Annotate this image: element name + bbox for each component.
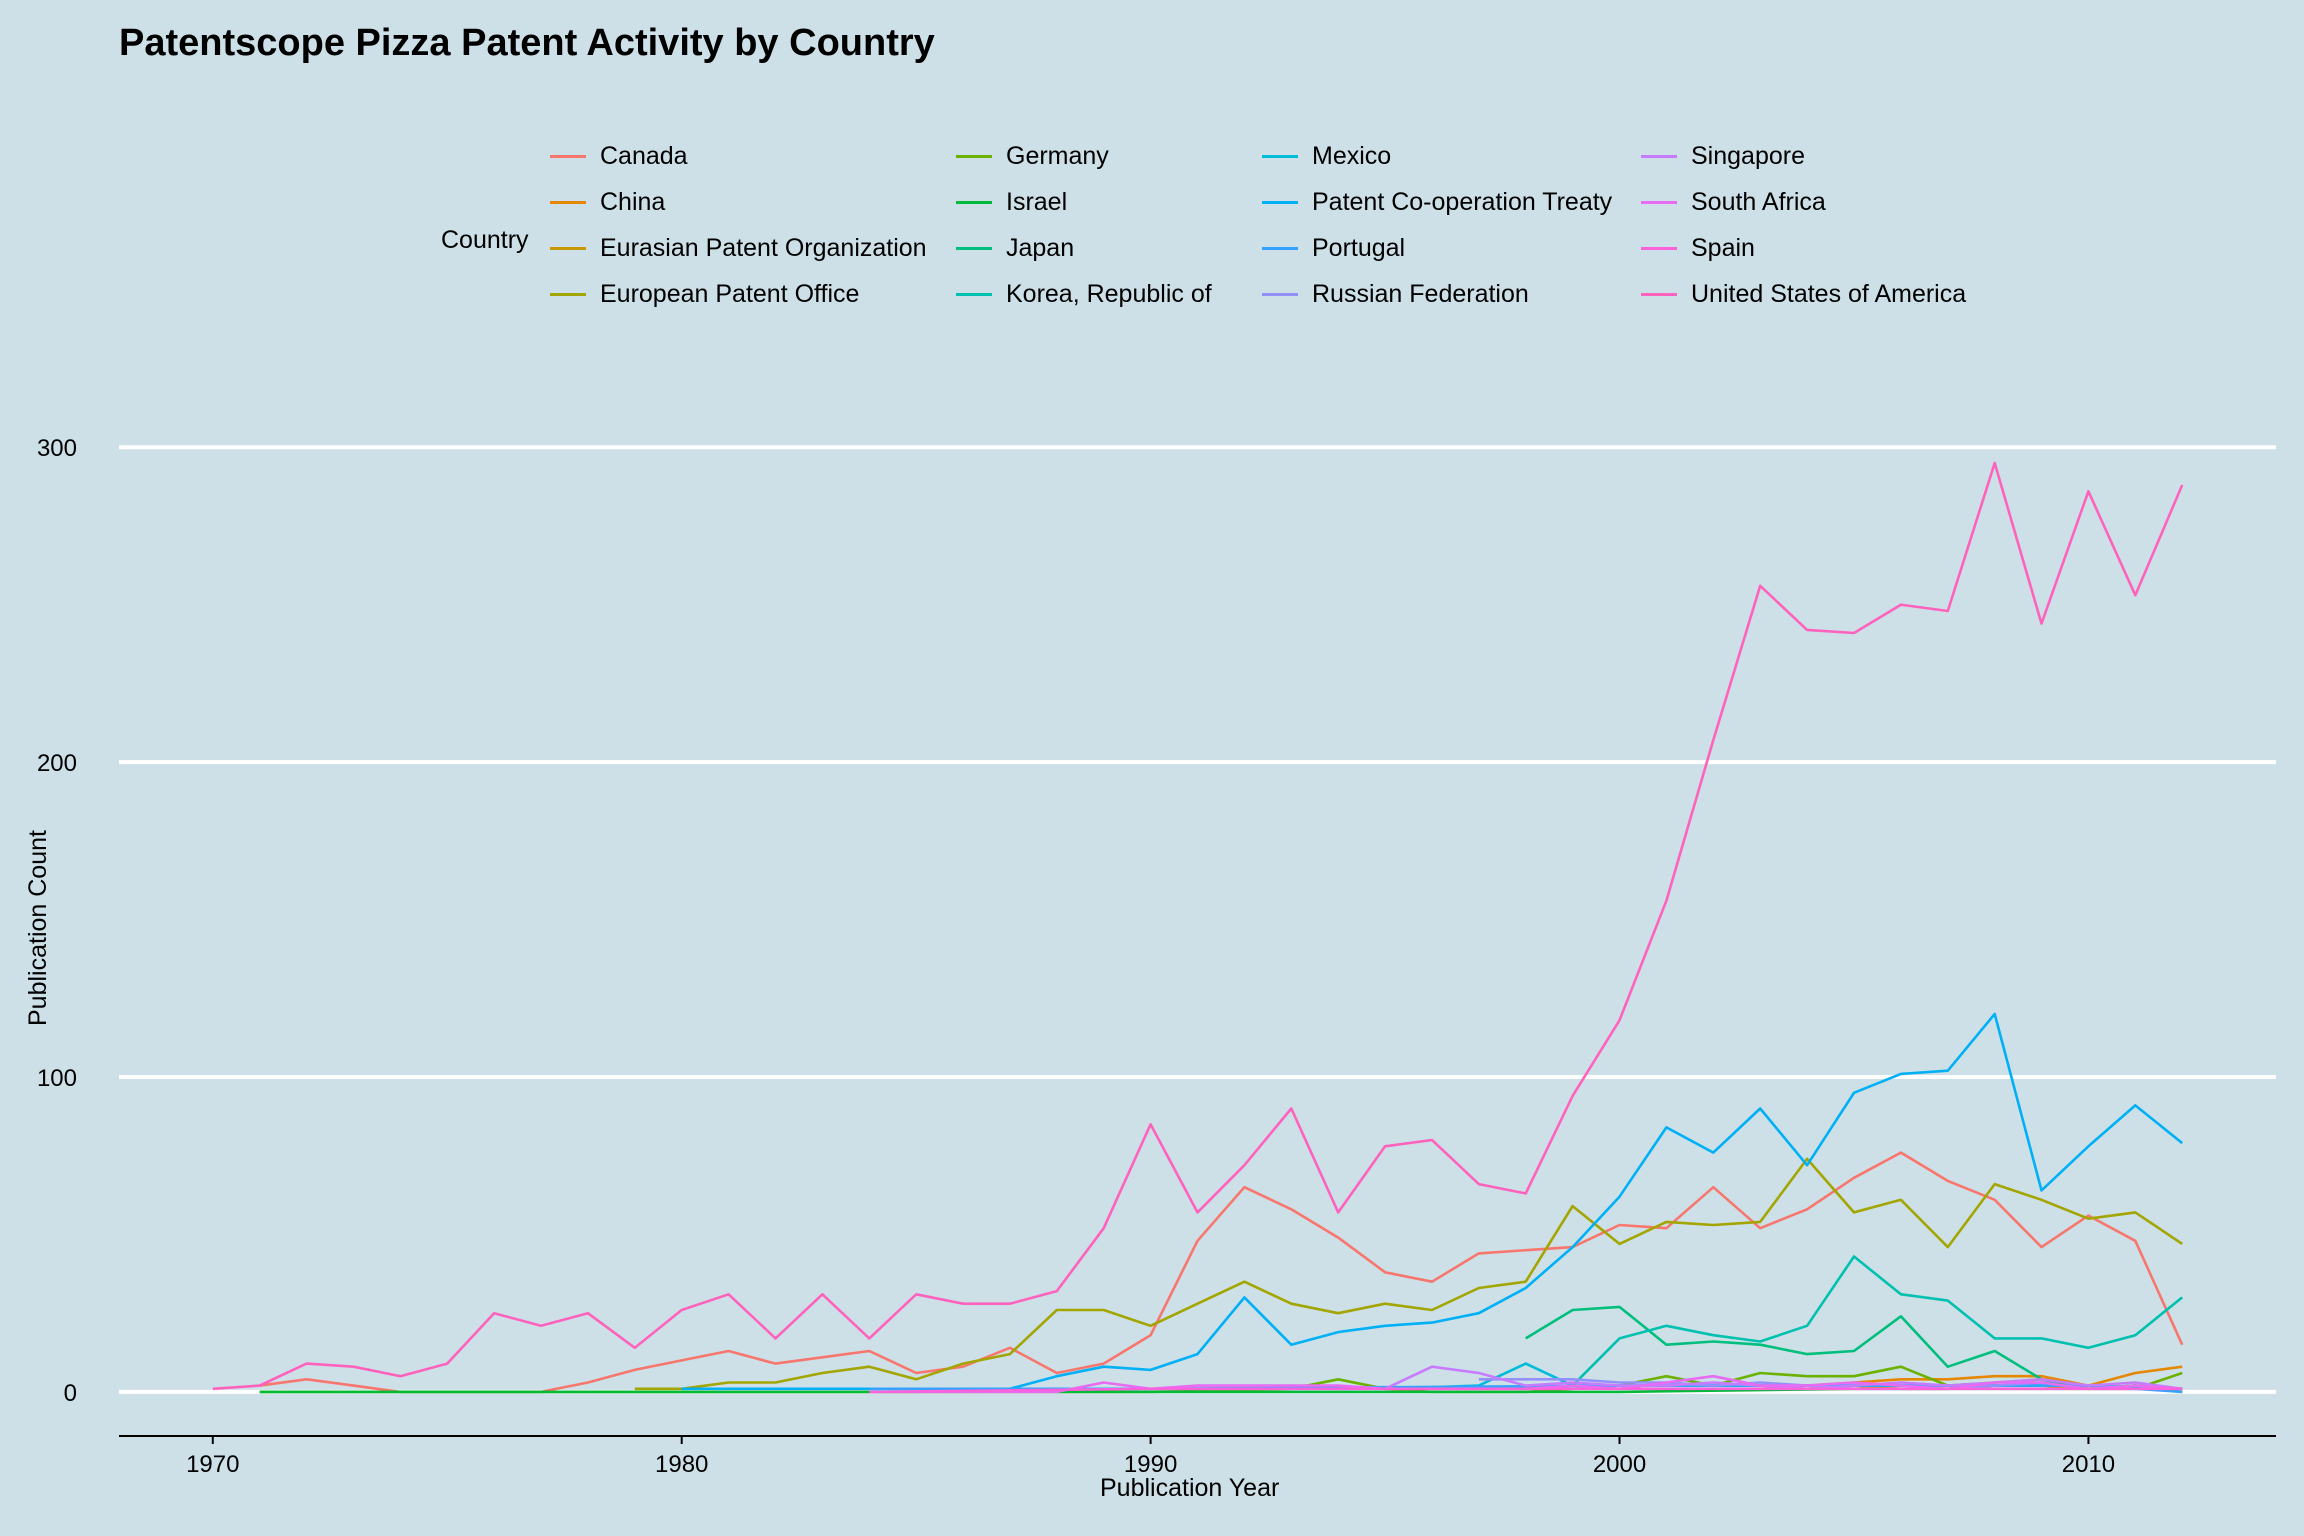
legend-label: Singapore [1691, 141, 1805, 170]
legend-swatch [956, 200, 992, 204]
x-axis: 1970 1980 1990 2000 2010 [119, 1435, 2276, 1478]
legend-label: Israel [1006, 187, 1068, 216]
series-line-singapore [1384, 1365, 2183, 1391]
legend-label: Germany [1006, 141, 1109, 170]
y-tick-label: 100 [37, 1065, 77, 1092]
legend-swatch [1641, 246, 1677, 250]
legend-swatch [956, 154, 992, 158]
series-line-european-patent-office [634, 1157, 2183, 1391]
legend-swatch [1262, 154, 1298, 158]
x-tick-label: 2010 [2062, 1451, 2115, 1478]
series-line-south-africa [869, 1374, 2183, 1394]
legend-swatch [956, 292, 992, 296]
legend-item: Singapore [1641, 141, 1805, 171]
legend-item: Japan [956, 233, 1074, 263]
grid-lines: 0 100 200 300 [37, 435, 2276, 1407]
series-line-patent-co-operation-treaty [681, 1012, 2184, 1391]
legend-item: Canada [550, 141, 688, 171]
legend-swatch [1262, 200, 1298, 204]
chart-title: Patentscope Pizza Patent Activity by Cou… [119, 22, 935, 64]
y-tick-label: 300 [37, 435, 77, 462]
series-line-canada [259, 1151, 2184, 1394]
legend-swatch [550, 200, 586, 204]
legend-label: Eurasian Patent Organization [600, 233, 927, 262]
legend-item: Mexico [1262, 141, 1391, 171]
legend-swatch [1641, 200, 1677, 204]
legend-swatch [550, 246, 586, 250]
legend-label: China [600, 187, 666, 216]
legend-swatch [1641, 154, 1677, 158]
legend-item: European Patent Office [550, 279, 859, 309]
legend-swatch [550, 154, 586, 158]
legend-label: Patent Co-operation Treaty [1312, 187, 1613, 216]
legend-item: Korea, Republic of [956, 279, 1212, 309]
legend-label: South Africa [1691, 187, 1826, 216]
x-tick-label: 1990 [1124, 1451, 1177, 1478]
legend-item: United States of America [1641, 279, 1966, 309]
legend-label: United States of America [1691, 279, 1967, 308]
legend-label: Japan [1006, 233, 1075, 262]
legend-item: Patent Co-operation Treaty [1262, 187, 1612, 217]
legend-label: Mexico [1312, 141, 1392, 170]
legend-swatch [1641, 292, 1677, 296]
legend-item: Spain [1641, 233, 1755, 263]
legend-title: Country [441, 226, 529, 254]
legend-item: Eurasian Patent Organization [550, 233, 927, 263]
legend-swatch [1262, 246, 1298, 250]
y-tick-label: 0 [64, 1380, 77, 1407]
legend-item: Israel [956, 187, 1067, 217]
legend-item: Russian Federation [1262, 279, 1529, 309]
legend-label: Spain [1691, 233, 1755, 262]
series-line-korea-republic-of [1525, 1255, 2184, 1391]
legend-label: European Patent Office [600, 279, 860, 308]
legend-swatch [550, 292, 586, 296]
x-tick-label: 2000 [1593, 1451, 1646, 1478]
series-lines [212, 461, 2184, 1394]
series-line-united-states-of-america [212, 461, 2184, 1391]
x-axis-label: Publication Year [1100, 1474, 1280, 1502]
y-axis-label: Publication Count [24, 830, 52, 1026]
legend-item: Portugal [1262, 233, 1405, 263]
series-line-spain [869, 1387, 2183, 1394]
legend-swatch [1262, 292, 1298, 296]
legend-label: Korea, Republic of [1006, 279, 1212, 308]
legend-item: China [550, 187, 665, 217]
x-tick-label: 1980 [655, 1451, 708, 1478]
x-tick-label: 1970 [186, 1451, 239, 1478]
legend-swatch [956, 246, 992, 250]
legend-item: Germany [956, 141, 1109, 171]
legend-label: Canada [600, 141, 688, 170]
legend-label: Russian Federation [1312, 279, 1529, 308]
legend-item: South Africa [1641, 187, 1826, 217]
legend-label: Portugal [1312, 233, 1406, 262]
y-tick-label: 200 [37, 750, 77, 777]
